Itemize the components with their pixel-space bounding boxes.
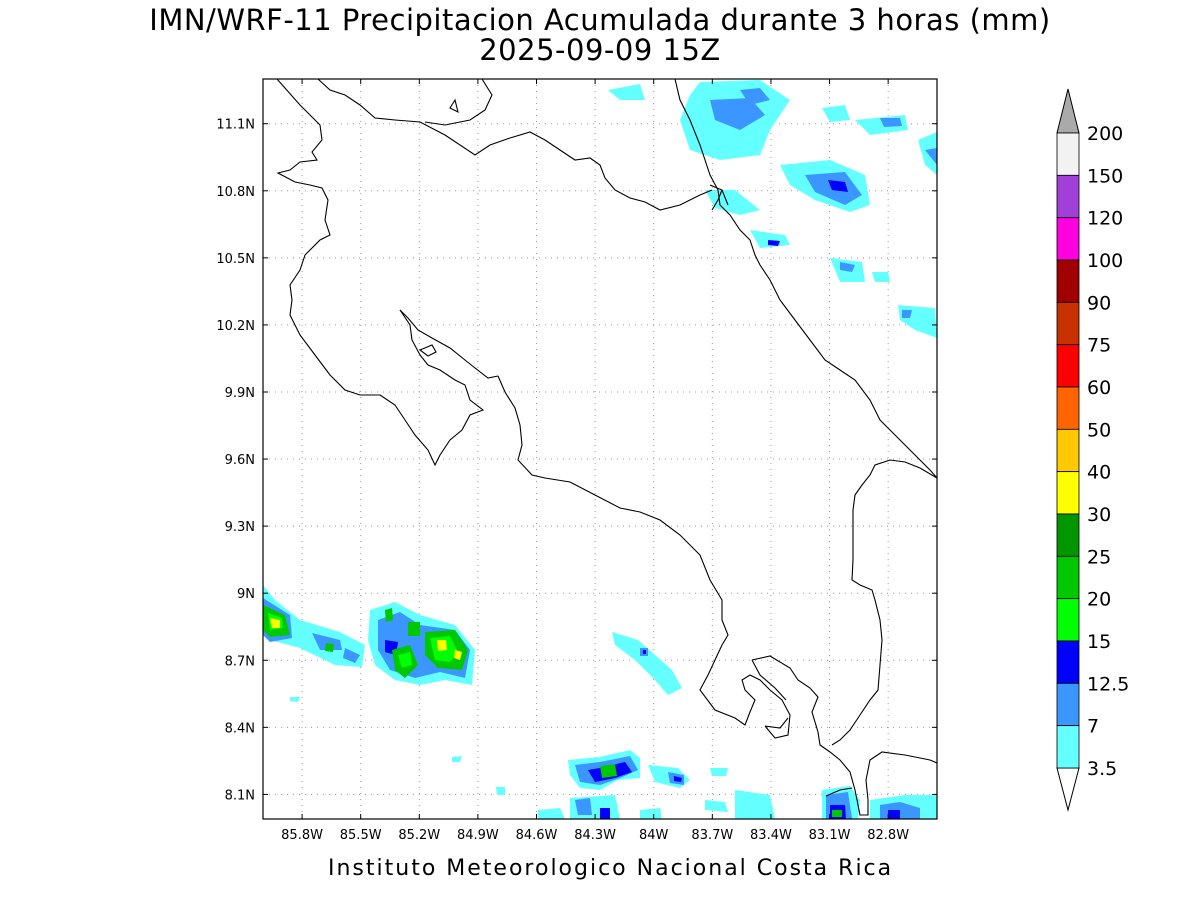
lat-tick-label: 8.7N [225,654,255,669]
map-grid [263,79,937,819]
colorbar-level-label: 30 [1087,504,1111,526]
map-subtitle-datetime: 2025-09-09 15Z [479,33,721,67]
colorbar-level-label: 40 [1087,462,1111,484]
colorbar-swatch [1056,555,1080,600]
colorbar-swatch [1056,513,1080,557]
lat-tick-label: 10.5N [216,252,255,267]
lon-tick-label: 84.3W [574,828,616,843]
colorbar-over-triangle [1056,88,1080,134]
lon-tick-label: 83.1W [809,828,851,843]
lon-tick-label: 83.7W [691,828,733,843]
lon-tick-label: 82.8W [867,828,909,843]
colorbar-swatch [1056,174,1080,219]
map-title: IMN/WRF-11 Precipitacion Acumulada duran… [149,3,1051,37]
lon-tick-label: 84W [639,828,669,843]
colorbar-swatch [1056,344,1080,388]
colorbar-swatch [1056,132,1080,176]
colorbar-level-label: 3.5 [1087,758,1117,780]
colorbar-swatch [1056,725,1080,769]
lon-tick-label: 83.4W [750,828,792,843]
colorbar-under-triangle [1056,767,1080,812]
lat-tick-label: 11.1N [216,118,255,133]
colorbar-swatch [1056,428,1080,473]
colorbar-level-label: 200 [1087,123,1123,145]
colorbar-level-label: 20 [1087,589,1111,611]
coastline [276,79,937,816]
colorbar-swatch [1056,259,1080,303]
lat-tick-label: 10.2N [216,319,255,334]
colorbar-swatch [1056,640,1080,684]
colorbar-level-label: 7 [1087,716,1099,738]
colorbar-swatch [1056,682,1080,727]
colorbar-swatch [1056,301,1080,346]
colorbar-swatch [1056,471,1080,515]
lat-tick-label: 8.1N [225,788,255,803]
colorbar-swatch [1056,217,1080,261]
colorbar-level-label: 15 [1087,631,1111,653]
lat-tick-label: 9.6N [225,453,255,468]
colorbar-level-label: 90 [1087,292,1111,314]
colorbar-level-label: 12.5 [1087,673,1129,695]
colorbar-level-label: 50 [1087,419,1111,441]
lat-tick-label: 9.3N [225,520,255,535]
footer-credit: Instituto Meteorologico Nacional Costa R… [328,856,894,881]
lat-tick-label: 9N [237,587,255,602]
lon-tick-label: 85.5W [340,828,382,843]
lat-tick-label: 9.9N [225,386,255,401]
colorbar-legend: 200 150 120 100 90 75 60 50 40 30 25 20 15 12.5 7 3.5 [1056,88,1129,812]
lon-tick-label: 84.9W [457,828,499,843]
lat-tick-label: 8.4N [225,721,255,736]
colorbar-level-label: 25 [1087,546,1111,568]
lon-tick-label: 85.2W [398,828,440,843]
colorbar-level-label: 120 [1087,208,1123,230]
lon-tick-label: 85.8W [281,828,323,843]
colorbar-level-label: 150 [1087,165,1123,187]
lat-tick-label: 10.8N [216,185,255,200]
colorbar-swatch [1056,386,1080,430]
axis-ticks: 85.8W 85.5W 85.2W 84.9W 84.6W 84.3W 84W 83.7W 83… [216,79,937,843]
colorbar-swatch [1056,598,1080,642]
lon-tick-label: 84.6W [516,828,558,843]
colorbar-level-label: 75 [1087,335,1111,357]
colorbar-level-label: 100 [1087,250,1123,272]
map-frame [262,78,938,820]
precipitation-areas [263,80,937,819]
colorbar-level-label: 60 [1087,377,1111,399]
